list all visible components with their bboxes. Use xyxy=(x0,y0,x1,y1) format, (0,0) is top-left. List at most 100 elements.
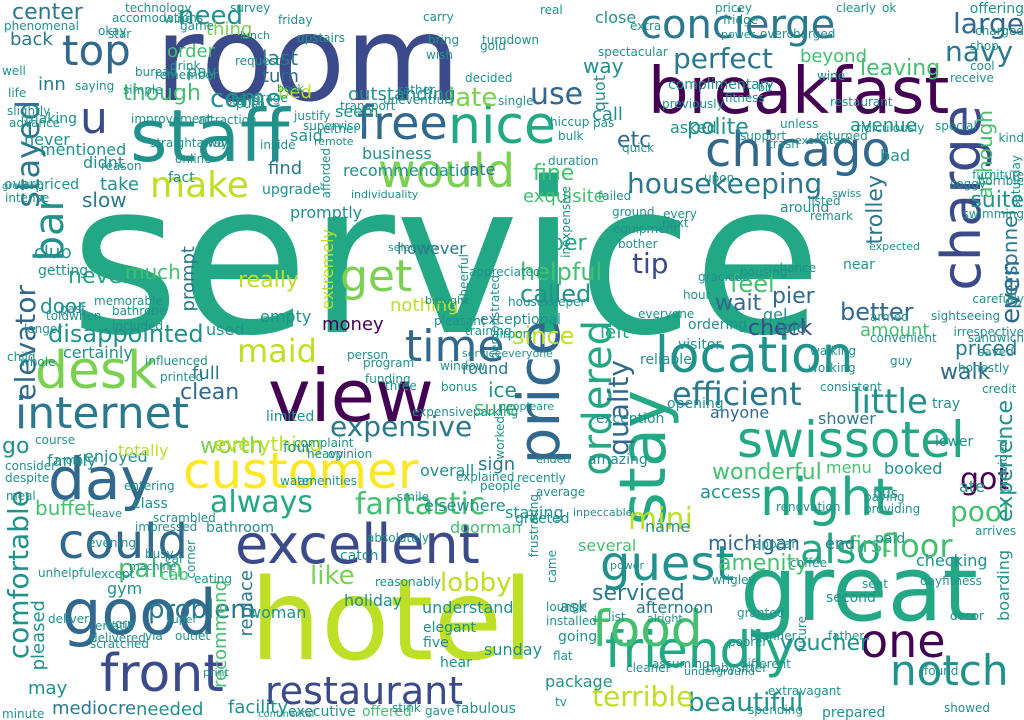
word-bureau: bureau xyxy=(135,65,178,79)
word-paid: paid xyxy=(875,531,906,547)
word-equipment: equipment xyxy=(613,222,678,236)
word-ordering: ordering xyxy=(688,317,747,333)
word-request: request xyxy=(235,54,281,68)
word-beverage: beverage xyxy=(231,91,288,105)
word-window: window xyxy=(440,359,486,373)
word-breakfast: breakfast xyxy=(648,55,950,129)
word-leave: leave xyxy=(92,507,122,520)
word-reliable: reliable xyxy=(640,352,692,368)
word-evening: evening xyxy=(88,536,137,550)
word-car: car xyxy=(165,552,184,566)
word-poorer: poorer xyxy=(728,635,768,649)
word-bed: bed xyxy=(278,82,312,103)
word-future: future xyxy=(795,616,809,653)
word-sign: sign xyxy=(478,454,516,475)
word-ate: ate xyxy=(959,477,985,496)
word-unless: unless xyxy=(780,117,819,131)
word-pier: pier xyxy=(772,284,815,309)
word-voucher: voucher xyxy=(780,631,870,656)
word-sunday: sunday xyxy=(484,640,543,659)
word-print: print xyxy=(203,666,229,679)
word-sightseeing: sightseeing xyxy=(931,309,1001,323)
word-amenities: amenities xyxy=(298,474,358,488)
word-elegant: elegant xyxy=(423,620,476,636)
word-though: though xyxy=(123,81,201,106)
word-complaint: complaint xyxy=(294,436,354,450)
word-lobby: lobby xyxy=(440,568,512,598)
word-check: check xyxy=(748,316,813,341)
word-efficient: efficient xyxy=(672,375,802,413)
word-wine: wine xyxy=(817,69,846,83)
word-stink: stink xyxy=(392,701,421,715)
word-chance: chance xyxy=(773,261,817,275)
word-memorable: memorable xyxy=(94,294,163,308)
word-making: making xyxy=(25,111,77,127)
word-explained: explained xyxy=(456,470,515,484)
word-got: got xyxy=(960,462,1010,497)
word-call: call xyxy=(592,104,623,125)
word-attraction: attraction xyxy=(198,113,257,127)
word-tip: tip xyxy=(632,247,669,280)
word-money: money xyxy=(322,314,384,335)
word-bathrobe: bathrobe xyxy=(112,304,167,318)
word-heavy: heavy xyxy=(307,447,344,461)
word-guy: guy xyxy=(890,354,913,368)
word-assuming: assuming xyxy=(652,657,710,671)
word-ice: ice xyxy=(488,378,517,402)
word-exorbitant: exorbitant xyxy=(795,134,852,147)
word-single: single xyxy=(498,94,534,108)
word-individuality: individuality xyxy=(351,188,419,201)
word-near: near xyxy=(843,257,875,273)
word-gave: gave xyxy=(425,704,455,718)
word-serviceeveryone: serviceeveryone xyxy=(462,347,553,360)
word-opening: opening xyxy=(667,396,724,412)
word-appreciated: appreciated xyxy=(469,265,541,279)
word-beyond: beyond xyxy=(800,46,867,67)
word-concierge: concierge xyxy=(640,2,836,48)
word-close: close xyxy=(595,8,637,27)
word-front: front xyxy=(100,644,224,704)
word-great: great xyxy=(740,537,978,642)
word-leaving: leaving xyxy=(860,56,941,81)
word-different: different xyxy=(740,657,791,671)
word-staff: staff xyxy=(130,94,290,178)
word-push: push xyxy=(236,97,266,111)
word-friday: friday xyxy=(278,13,313,27)
word-lunch: lunch xyxy=(240,29,271,42)
word-reason: reason xyxy=(101,159,142,173)
word-away: away xyxy=(200,136,232,150)
word-first: first xyxy=(848,533,891,558)
word-friendly: friendly xyxy=(605,621,795,679)
word-wish: wish xyxy=(426,48,454,62)
word-mentioned: mentioned xyxy=(40,140,127,159)
word-remark: remark xyxy=(810,209,853,223)
word-peopleare: peopleare xyxy=(499,400,555,413)
word-expensive: expensive xyxy=(330,410,473,443)
word-exceptional: exceptional xyxy=(480,312,561,328)
word-executive: executive xyxy=(288,704,356,720)
word-remember: remember xyxy=(155,68,218,82)
word-bulk: bulk xyxy=(558,129,584,143)
word-whole: whole xyxy=(20,355,56,369)
word-little: little xyxy=(852,382,928,422)
word-either: either xyxy=(323,122,359,136)
word-booked: booked xyxy=(884,459,943,478)
word-kind: kind xyxy=(998,131,1024,145)
word-consistent: consistent xyxy=(820,380,882,394)
word-inexpensive: inexpensive xyxy=(559,186,573,258)
word-outstanding: outstanding xyxy=(348,84,456,105)
word-despite: despite xyxy=(5,471,50,485)
word-remote: remote xyxy=(314,135,354,148)
word-guest: guest xyxy=(600,536,735,592)
word-afternoon: afternoon xyxy=(636,598,714,617)
word-water: water xyxy=(280,474,315,488)
word-food: food xyxy=(592,600,703,658)
word-get: get xyxy=(340,251,413,302)
word-beautiful: beautiful xyxy=(688,688,804,718)
word-scratched: scratched xyxy=(90,637,150,651)
word-intense: intense xyxy=(5,191,50,205)
word-rate: rate xyxy=(463,160,496,179)
word-inn: inn xyxy=(38,74,66,95)
word-service: service xyxy=(70,137,823,382)
word-visitor: visitor xyxy=(678,337,722,353)
